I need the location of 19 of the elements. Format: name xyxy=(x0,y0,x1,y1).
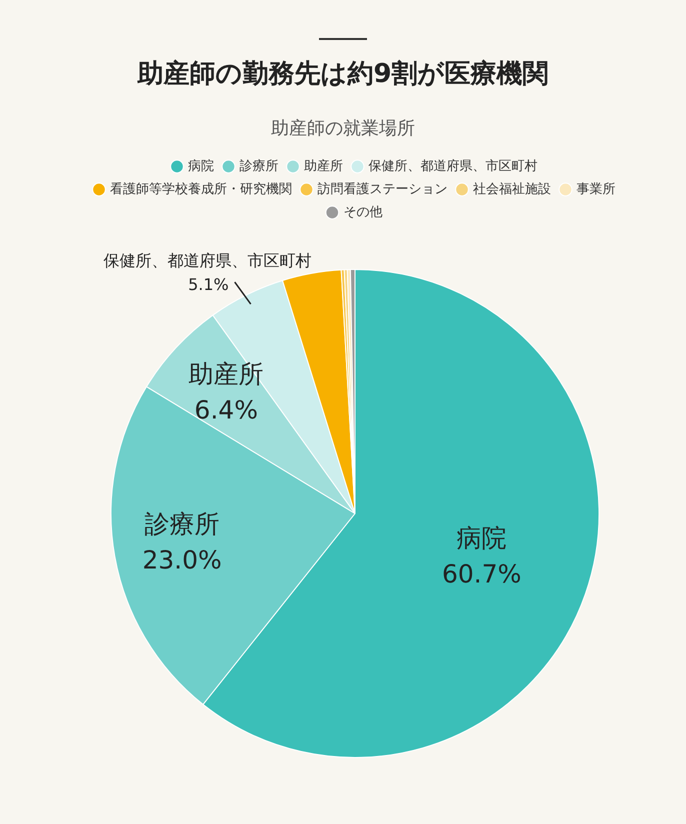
legend-label: 社会福祉施設 xyxy=(473,182,551,197)
chart-title: 助産師の勤務先は約9割が医療機関 xyxy=(136,58,550,91)
slice-label: 保健所、都道府県、市区町村 xyxy=(104,251,312,270)
slice-label: 助産所 xyxy=(188,360,264,389)
legend-label: 訪問看護ステーション xyxy=(318,182,448,197)
chart-subtitle: 助産師の就業場所 xyxy=(270,117,416,140)
legend-label: 診療所 xyxy=(240,158,278,174)
legend-label: 病院 xyxy=(188,158,214,174)
data-label: 60.7% xyxy=(442,559,522,588)
data-label: 5.1% xyxy=(188,275,229,294)
legend-label: 保健所、都道府県、市区町村 xyxy=(368,158,538,174)
legend-label: 助産所 xyxy=(304,158,343,174)
slice-label: 診療所 xyxy=(144,510,220,539)
slice-label: 病院 xyxy=(456,523,507,552)
data-label: 23.0% xyxy=(142,546,222,575)
legend-label: 看護師等学校養成所・研究機関 xyxy=(110,182,292,197)
legend-label: その他 xyxy=(343,204,382,220)
legend-label: 事業所 xyxy=(576,182,616,197)
data-label: 6.4% xyxy=(194,396,258,425)
